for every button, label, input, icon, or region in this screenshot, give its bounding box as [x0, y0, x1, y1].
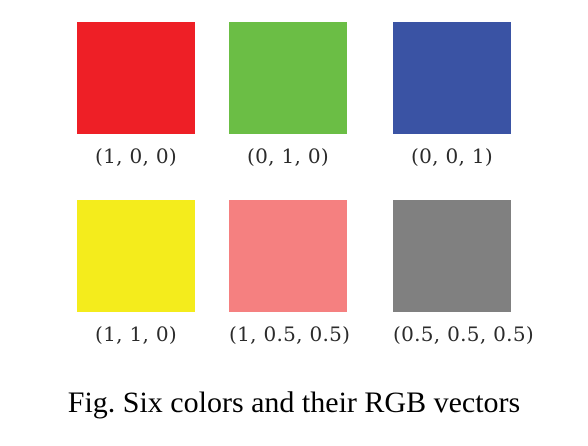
rgb-vector-label-pink: (1, 0.5, 0.5)	[229, 322, 351, 346]
rgb-vector-label-green: (0, 1, 0)	[247, 144, 329, 168]
color-swatch-red	[77, 22, 195, 134]
figure-caption: Fig. Six colors and their RGB vectors	[67, 386, 521, 419]
rgb-vector-label-red: (1, 0, 0)	[95, 144, 177, 168]
color-swatch-yellow	[77, 200, 195, 312]
color-swatch-gray	[393, 200, 511, 312]
color-cell-yellow: (1, 1, 0)	[77, 200, 195, 346]
color-cell-pink: (1, 0.5, 0.5)	[229, 200, 351, 346]
color-swatch-green	[229, 22, 347, 134]
rgb-vector-label-blue: (0, 0, 1)	[411, 144, 493, 168]
rgb-vector-label-yellow: (1, 1, 0)	[95, 322, 177, 346]
color-swatch-pink	[229, 200, 347, 312]
rgb-vector-label-gray: (0.5, 0.5, 0.5)	[393, 322, 534, 346]
color-cell-blue: (0, 0, 1)	[393, 22, 511, 168]
color-cell-red: (1, 0, 0)	[77, 22, 195, 168]
color-cell-gray: (0.5, 0.5, 0.5)	[393, 200, 534, 346]
color-swatch-blue	[393, 22, 511, 134]
color-cell-green: (0, 1, 0)	[229, 22, 347, 168]
